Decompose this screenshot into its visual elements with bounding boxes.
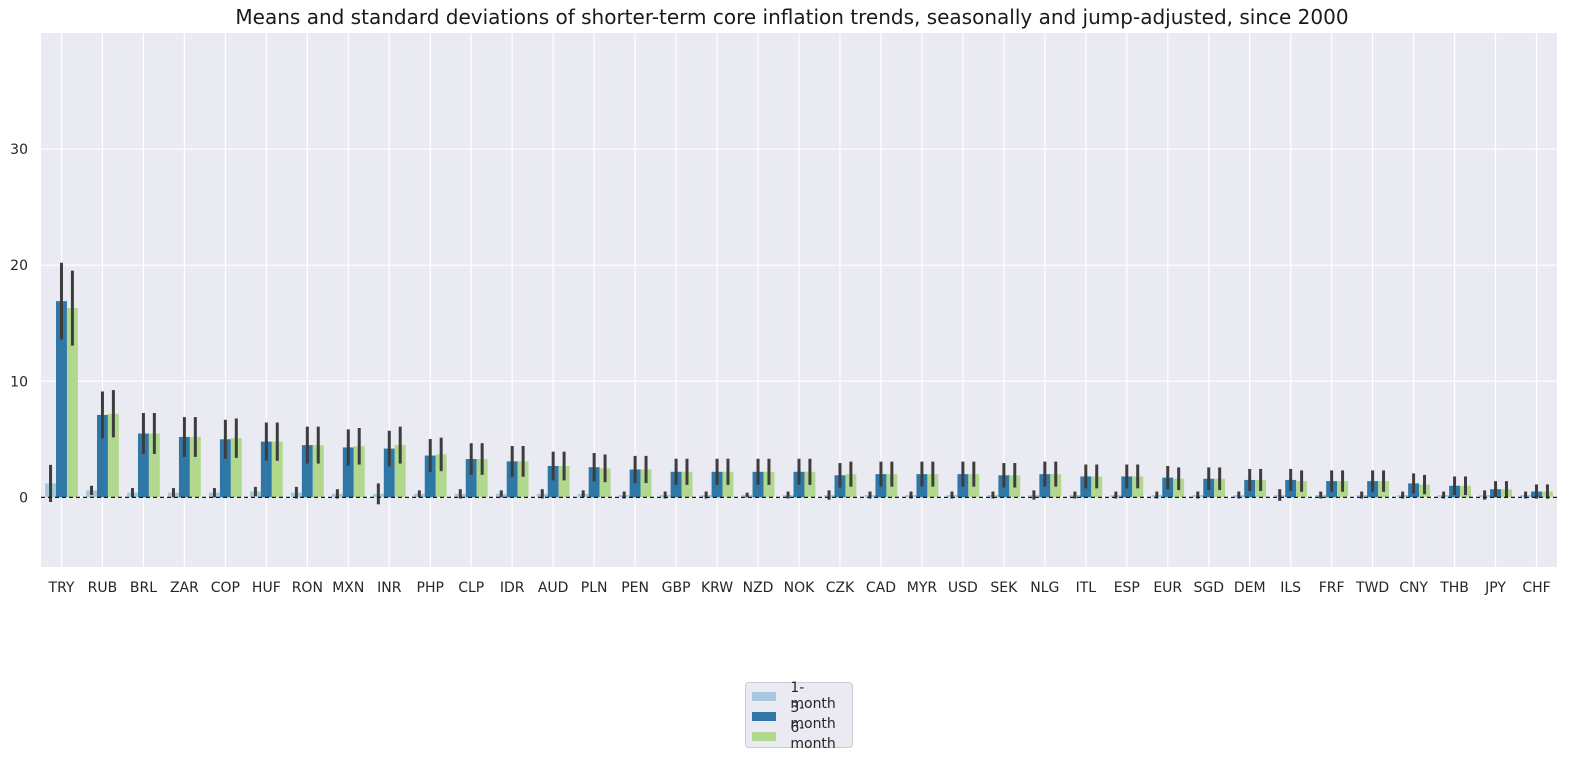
x-tick-label: GBP bbox=[662, 580, 691, 596]
bar-3-month-COP bbox=[219, 439, 231, 498]
x-tick-label: MXN bbox=[332, 580, 364, 596]
x-tick-label: NOK bbox=[784, 580, 815, 596]
legend-item-6-month: 6-month bbox=[752, 720, 846, 752]
bar-6-month-ZAR bbox=[189, 436, 201, 498]
x-tick-label: BRL bbox=[130, 580, 157, 596]
legend-label-1-month: 1-month bbox=[790, 680, 836, 712]
x-tick-label: CHF bbox=[1522, 580, 1550, 596]
x-tick-label: COP bbox=[211, 580, 240, 596]
bar-3-month-CLP bbox=[465, 459, 477, 498]
bar-6-month-PHP bbox=[435, 454, 447, 498]
legend-label-3-month: 3-month bbox=[790, 700, 836, 732]
x-tick-label: CNY bbox=[1399, 580, 1428, 596]
bar-6-month-AUD bbox=[558, 466, 570, 498]
x-tick-label: THB bbox=[1439, 580, 1469, 596]
bar-6-month-PEN bbox=[640, 469, 652, 498]
legend-item-1-month: 1-month bbox=[752, 680, 846, 712]
x-tick-label: JPY bbox=[1484, 580, 1506, 596]
x-tick-label: PHP bbox=[417, 580, 444, 596]
bar-6-month-IDR bbox=[517, 461, 529, 498]
x-tick-label: DEM bbox=[1234, 580, 1266, 596]
legend-swatch-6-month bbox=[752, 731, 777, 741]
x-tick-label: EUR bbox=[1153, 580, 1182, 596]
x-tick-label: ITL bbox=[1076, 580, 1097, 596]
legend-swatch-1-month bbox=[752, 691, 777, 701]
legend-swatch-3-month bbox=[752, 711, 777, 721]
x-tick-label: KRW bbox=[701, 580, 733, 596]
y-tick-label: 0 bbox=[19, 490, 28, 506]
legend: 1-month 3-month 6-month bbox=[745, 680, 853, 752]
x-tick-label: ILS bbox=[1280, 580, 1301, 596]
x-tick-label: HUF bbox=[252, 580, 281, 596]
bar-6-month-RUB bbox=[107, 413, 119, 498]
bar-3-month-PHP bbox=[424, 455, 436, 498]
bar-6-month-BRL bbox=[148, 433, 160, 498]
bar-6-month-PLN bbox=[599, 468, 611, 498]
x-tick-label: RUB bbox=[88, 580, 118, 596]
bar-6-month-TRY bbox=[66, 308, 78, 498]
bar-3-month-RON bbox=[301, 445, 313, 498]
bar-6-month-CLP bbox=[476, 459, 488, 498]
x-tick-label: NZD bbox=[743, 580, 774, 596]
x-tick-label: IDR bbox=[500, 580, 525, 596]
x-tick-label: NLG bbox=[1030, 580, 1059, 596]
x-tick-label: PLN bbox=[581, 580, 608, 596]
y-tick-label: 30 bbox=[10, 142, 28, 158]
x-tick-label: AUD bbox=[538, 580, 569, 596]
bar-6-month-HUF bbox=[271, 441, 283, 498]
bar-6-month-RON bbox=[312, 445, 324, 498]
chart-title: Means and standard deviations of shorter… bbox=[235, 5, 1349, 29]
x-tick-label: SGD bbox=[1193, 580, 1224, 596]
x-tick-label: CZK bbox=[826, 580, 855, 596]
bar-3-month-RUB bbox=[96, 414, 108, 498]
x-tick-label: FRF bbox=[1319, 580, 1345, 596]
bar-3-month-HUF bbox=[260, 441, 272, 498]
legend-label-6-month: 6-month bbox=[790, 720, 836, 752]
y-tick-label: 10 bbox=[10, 374, 28, 390]
bar-3-month-TRY bbox=[56, 301, 67, 498]
x-tick-label: CLP bbox=[458, 580, 484, 596]
bar-3-month-MXN bbox=[342, 447, 354, 498]
x-tick-label: USD bbox=[948, 580, 978, 596]
bar-3-month-PEN bbox=[629, 469, 641, 498]
x-tick-label: SEK bbox=[990, 580, 1018, 596]
x-tick-label: RON bbox=[292, 580, 323, 596]
x-tick-label: MYR bbox=[907, 580, 938, 596]
bar-3-month-IDR bbox=[506, 461, 518, 498]
bar-3-month-PLN bbox=[588, 467, 600, 498]
x-tick-label: CAD bbox=[866, 580, 896, 596]
x-tick-label: ZAR bbox=[170, 580, 199, 596]
legend-item-3-month: 3-month bbox=[752, 700, 846, 732]
bar-6-month-INR bbox=[394, 445, 406, 498]
y-tick-label: 20 bbox=[10, 258, 28, 274]
x-tick-label: PEN bbox=[621, 580, 649, 596]
x-tick-label: TRY bbox=[48, 580, 75, 596]
bar-3-month-INR bbox=[383, 448, 395, 498]
bar-6-month-COP bbox=[230, 438, 242, 498]
x-tick-label: ESP bbox=[1114, 580, 1140, 596]
bar-6-month-MXN bbox=[353, 446, 365, 498]
bar-3-month-ZAR bbox=[178, 436, 190, 498]
bar-3-month-BRL bbox=[137, 433, 149, 498]
bar-3-month-AUD bbox=[547, 466, 559, 498]
x-tick-label: TWD bbox=[1355, 580, 1389, 596]
x-tick-label: INR bbox=[377, 580, 402, 596]
